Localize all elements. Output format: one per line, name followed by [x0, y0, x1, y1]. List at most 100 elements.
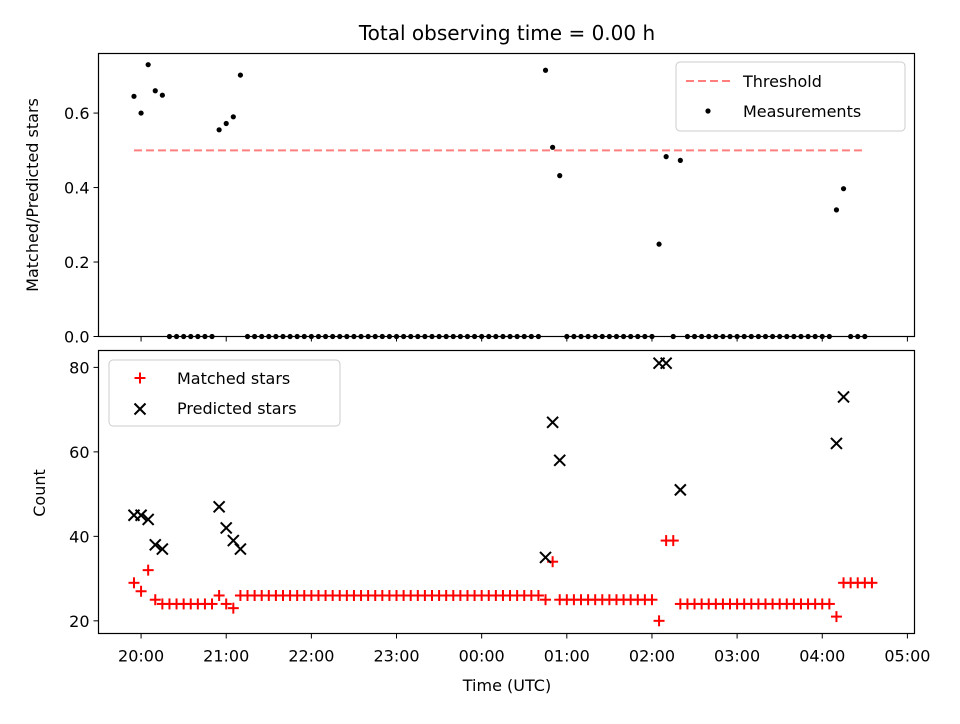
matched-star-point [135, 585, 147, 597]
measurement-point [606, 333, 612, 340]
predicted-star-point [553, 454, 566, 467]
x-tick-label: 05:00 [884, 647, 930, 666]
measurement-point [244, 333, 251, 340]
measurement-point [720, 333, 726, 340]
matched-star-point [866, 577, 878, 589]
measurement-point [294, 333, 300, 340]
predicted-star-point [830, 437, 843, 450]
predicted-star-point [212, 500, 226, 513]
matched-star-point [227, 602, 239, 614]
matched-star-point [653, 615, 665, 627]
predicted-star-point [141, 513, 155, 526]
predicted-star-point [539, 551, 552, 564]
predicted-star-point [674, 483, 687, 497]
x-axis-label: Time (UTC) [462, 676, 551, 695]
measurement-point [535, 333, 542, 340]
measurement-point [266, 333, 272, 340]
measurement-point [181, 333, 187, 340]
measurement-point [372, 333, 378, 340]
predicted-star-point [659, 356, 673, 370]
measurement-point [769, 333, 776, 340]
measurement-point [308, 333, 314, 340]
x-tick-label: 23:00 [373, 647, 419, 666]
x-tick-label: 20:00 [118, 647, 164, 666]
measurement-point [805, 333, 811, 340]
measurement-point [188, 333, 194, 340]
measurement-point [330, 333, 336, 340]
measurement-point [741, 333, 747, 340]
y-tick-label: 0.0 [64, 328, 89, 347]
ratio-panel: Matched/Predicted stars 0.0 0.2 0.4 0.6 Thr… [23, 52, 916, 347]
measurement-point [493, 333, 499, 340]
predicted-star-point [149, 538, 162, 552]
measurement-point [514, 333, 520, 340]
measurement-point [826, 333, 832, 340]
matched-star-point [149, 594, 161, 606]
measurement-point [798, 333, 804, 340]
measurement-point [337, 333, 343, 340]
y-tick-label: 20 [69, 612, 89, 631]
measurement-point [486, 333, 492, 340]
matched-star-point [220, 598, 232, 610]
measurement-point [344, 333, 350, 340]
measurement-point [358, 333, 364, 340]
legend-measurements-swatch [705, 108, 711, 114]
count-x-ticks: 20:00 21:00 22:00 23:00 00:00 01:00 02:00 03:00… [118, 633, 930, 666]
measurement-point [280, 333, 286, 340]
y-tick-label: 80 [69, 358, 89, 377]
y-tick-label: 60 [69, 443, 89, 462]
measurement-point [727, 333, 733, 340]
x-tick-label: 03:00 [714, 647, 760, 666]
measurement-point [578, 333, 584, 340]
measurement-point [748, 333, 754, 340]
measurement-point [699, 333, 705, 340]
measurement-point [315, 333, 322, 340]
measurement-point [436, 333, 442, 340]
measurement-point [429, 333, 435, 340]
measurement-point [351, 333, 357, 340]
measurement-point [762, 333, 769, 340]
measurement-point [862, 333, 868, 340]
measurement-point [734, 333, 740, 340]
matched-star-point [823, 598, 835, 610]
measurement-point [528, 333, 534, 340]
measurement-point [599, 333, 605, 340]
measurement-point [195, 333, 201, 340]
measurement-point [145, 62, 151, 68]
measurement-point [393, 333, 400, 340]
x-tick-label: 21:00 [203, 647, 249, 666]
measurement-point [365, 333, 371, 340]
measurement-point [777, 333, 783, 340]
ratio-y-ticks: 0.0 0.2 0.4 0.6 [64, 104, 99, 347]
measurement-point [848, 333, 854, 340]
legend-plus-mark [134, 372, 146, 384]
measurement-point [301, 333, 307, 340]
matched-star-point [646, 594, 658, 606]
measurement-point [649, 333, 655, 340]
measurement-point [784, 333, 790, 340]
legend-measurements-label: Measurements [743, 102, 861, 121]
measurement-point [273, 333, 279, 340]
measurement-point [585, 333, 591, 340]
measurement-point [642, 333, 648, 340]
measurement-point [592, 333, 598, 340]
matched-star-point [142, 564, 154, 576]
count-legend: Matched stars Predicted stars [108, 359, 341, 427]
ratio-plot-area [97, 52, 916, 338]
matched-star-point [540, 594, 552, 606]
count-ylabel: Count [30, 469, 49, 517]
x-tick-label: 04:00 [799, 647, 845, 666]
measurement-point [500, 333, 506, 340]
measurement-point [855, 333, 861, 340]
measurement-point [479, 333, 485, 340]
predicted-star-point [546, 416, 559, 429]
ratio-legend: Threshold Measurements [675, 61, 906, 132]
measurement-point [677, 157, 683, 163]
predicted-star-point [156, 542, 169, 556]
y-tick-label: 0.6 [64, 104, 89, 123]
measurement-point [464, 333, 471, 340]
measurement-point [713, 333, 719, 340]
measurement-point [684, 333, 691, 340]
measurement-point [819, 333, 825, 340]
measurement-point [840, 186, 847, 192]
